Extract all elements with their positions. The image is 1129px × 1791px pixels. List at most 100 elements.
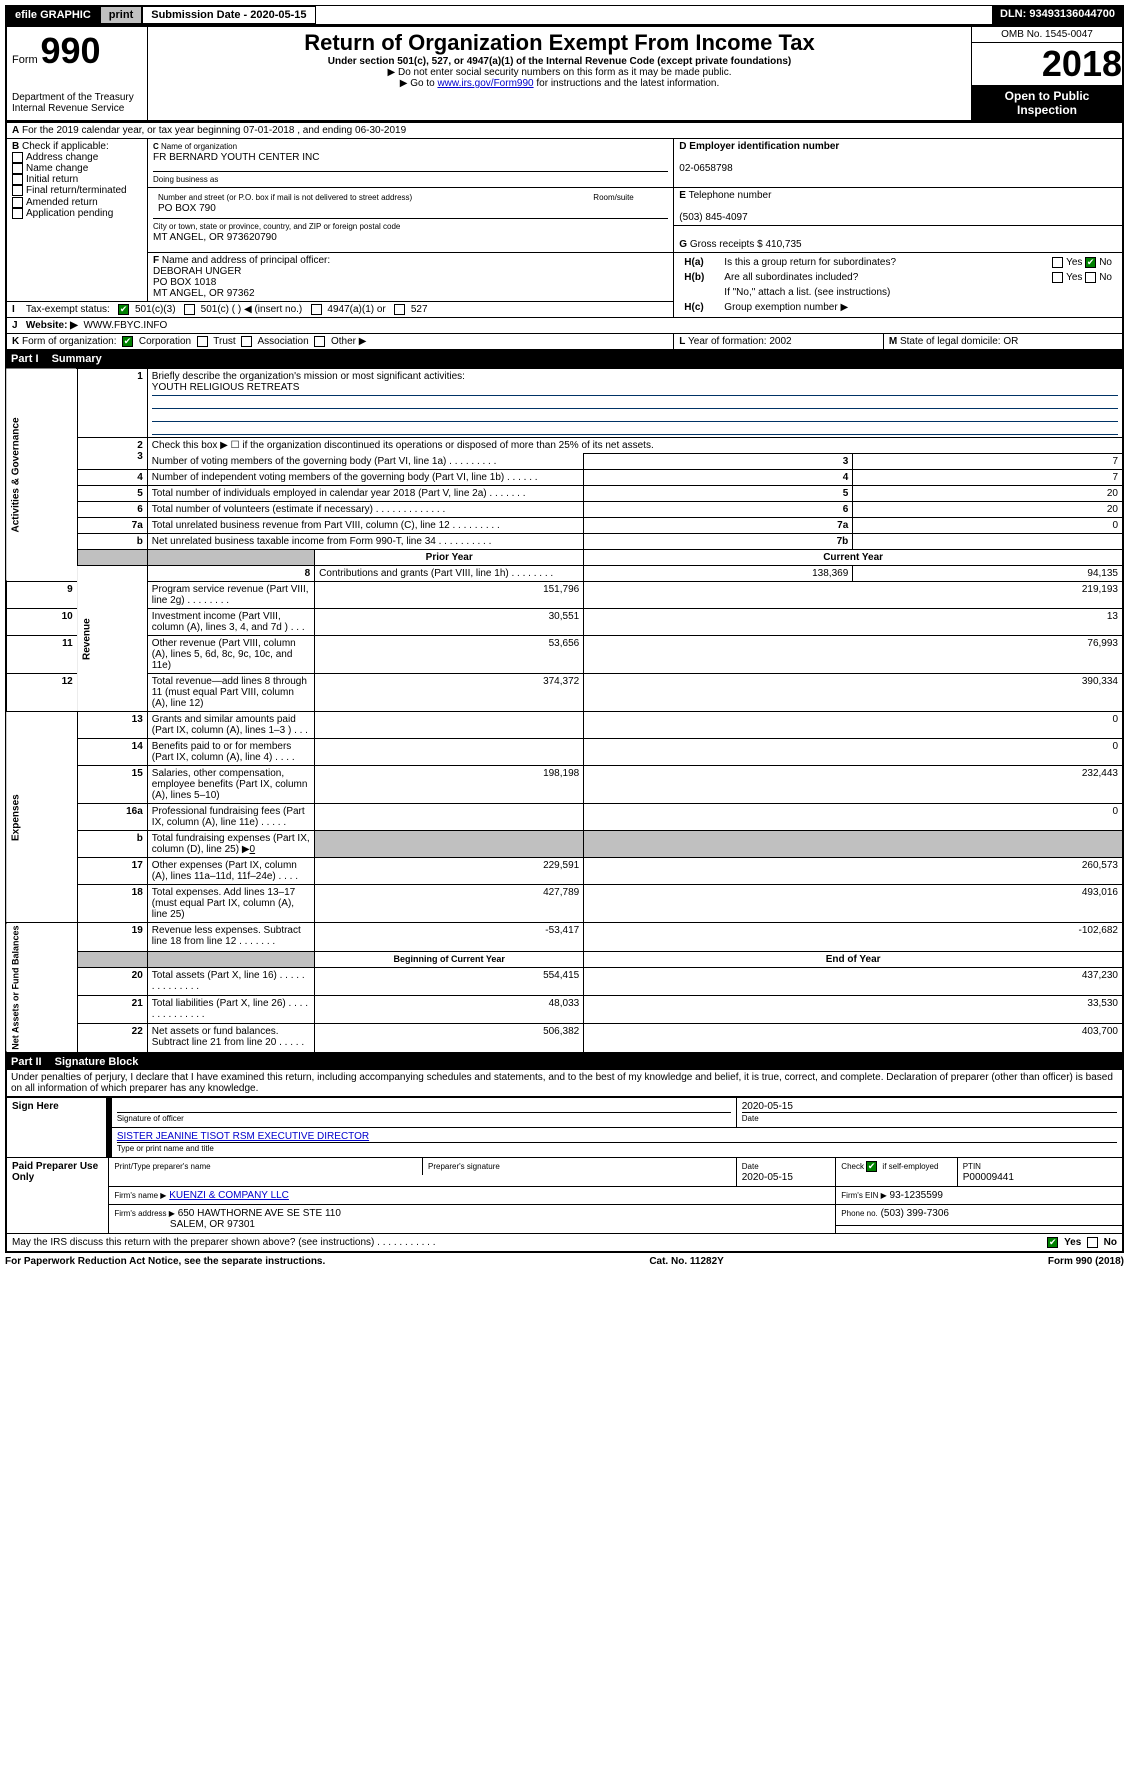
form-word: Form	[12, 54, 38, 66]
street-label: Number and street (or P.O. box if mail i…	[158, 193, 412, 202]
other-cb[interactable]	[314, 336, 325, 347]
p17: 229,591	[315, 858, 584, 885]
note2-post: for instructions and the latest informat…	[534, 78, 720, 89]
firm-name-link[interactable]: KUENZI & COMPANY LLC	[169, 1190, 289, 1201]
v3: 7	[853, 454, 1123, 470]
street-value: PO BOX 790	[158, 203, 216, 214]
corp-cb[interactable]	[122, 336, 133, 347]
amended-cb[interactable]	[12, 197, 23, 208]
p16a	[315, 804, 584, 831]
c11: 76,993	[584, 636, 1123, 674]
self-employed: Check if self-employed	[841, 1161, 938, 1172]
addr-change-cb[interactable]	[12, 152, 23, 163]
ha-no-cb[interactable]	[1085, 257, 1096, 268]
c16a: 0	[584, 804, 1123, 831]
firm-phone-label: Phone no.	[841, 1209, 877, 1218]
tax-status-label: Tax-exempt status:	[26, 304, 110, 315]
p14	[315, 739, 584, 766]
line-num: 6	[77, 502, 147, 518]
line-num: 18	[77, 885, 147, 923]
sig-officer-label: Signature of officer	[117, 1114, 184, 1123]
discuss-label: May the IRS discuss this return with the…	[12, 1237, 436, 1248]
c10: 13	[584, 609, 1123, 636]
spacer	[147, 951, 314, 968]
sign-here-label: Sign Here	[6, 1097, 109, 1158]
l17-label: Other expenses (Part IX, column (A), lin…	[152, 860, 298, 882]
trust-cb[interactable]	[197, 336, 208, 347]
501c-cb[interactable]	[184, 304, 195, 315]
no-label: No	[1104, 1237, 1117, 1248]
l8-label: Contributions and grants (Part VIII, lin…	[319, 568, 553, 579]
l16a-label: Professional fundraising fees (Part IX, …	[152, 806, 305, 828]
ein-label: Employer identification number	[689, 141, 839, 152]
top-bar: efile GRAPHIC print Submission Date - 20…	[5, 5, 1124, 25]
note2-pre: ▶ Go to	[400, 78, 438, 89]
gray-cell	[584, 831, 1123, 858]
box-num: 4	[584, 470, 853, 486]
initial-cb[interactable]	[12, 174, 23, 185]
line-num: 12	[6, 674, 77, 712]
footer-right: Form 990 (2018)	[1048, 1256, 1124, 1267]
dln-label: DLN: 93493136044700	[992, 6, 1123, 24]
l9-label: Program service revenue (Part VIII, line…	[152, 584, 309, 606]
p19: -53,417	[315, 923, 584, 951]
footer: For Paperwork Reduction Act Notice, see …	[5, 1253, 1124, 1270]
assoc-label: Association	[258, 336, 309, 347]
assoc-cb[interactable]	[241, 336, 252, 347]
line-num: b	[77, 831, 147, 858]
initial-label: Initial return	[26, 174, 78, 185]
hb-no-cb[interactable]	[1085, 272, 1096, 283]
501c3-cb[interactable]	[118, 304, 129, 315]
discuss-yes-cb[interactable]	[1047, 1237, 1058, 1248]
signature-block: Sign Here Signature of officer 2020-05-1…	[5, 1096, 1124, 1253]
line-num: 21	[77, 996, 147, 1024]
side-activities: Activities & Governance	[6, 368, 77, 582]
p18: 427,789	[315, 885, 584, 923]
instructions-link[interactable]: www.irs.gov/Form990	[437, 78, 533, 89]
line-num: 16a	[77, 804, 147, 831]
l7b-label: Net unrelated business taxable income fr…	[152, 536, 492, 547]
box-num: 7b	[584, 534, 853, 550]
app-pending-cb[interactable]	[12, 208, 23, 219]
discuss-no-cb[interactable]	[1087, 1237, 1098, 1248]
527-label: 527	[411, 304, 428, 315]
l19-label: Revenue less expenses. Subtract line 18 …	[152, 925, 301, 947]
sig-date: 2020-05-15	[742, 1101, 793, 1112]
gross-label: Gross receipts $	[690, 239, 763, 250]
line-num: 10	[6, 609, 77, 636]
self-emp-cb[interactable]	[866, 1161, 877, 1172]
c14: 0	[584, 739, 1123, 766]
side-expenses: Expenses	[6, 712, 77, 923]
line-num: 5	[77, 486, 147, 502]
amended-label: Amended return	[26, 197, 98, 208]
part1-header: Part I Summary	[5, 351, 1124, 367]
begin-head: Beginning of Current Year	[315, 951, 584, 968]
p12: 374,372	[315, 674, 584, 712]
part1-title: Summary	[52, 353, 102, 365]
tax-year: 2018	[972, 43, 1122, 85]
line-num: 7a	[77, 518, 147, 534]
part2-label: Part II	[11, 1056, 42, 1068]
527-cb[interactable]	[394, 304, 405, 315]
officer-name-link[interactable]: SISTER JEANINE TISOT RSM EXECUTIVE DIREC…	[117, 1131, 369, 1142]
l22-label: Net assets or fund balances. Subtract li…	[152, 1026, 304, 1048]
footer-mid: Cat. No. 11282Y	[649, 1256, 723, 1267]
line-num: 19	[77, 923, 147, 951]
ha-yes-cb[interactable]	[1052, 257, 1063, 268]
l2-label: Check this box ▶ ☐ if the organization d…	[152, 440, 654, 451]
box-num: 5	[584, 486, 853, 502]
final-cb[interactable]	[12, 185, 23, 196]
501c3-label: 501(c)(3)	[135, 304, 176, 315]
print-button[interactable]: print	[100, 6, 142, 24]
dept-label: Department of the Treasury Internal Reve…	[12, 92, 142, 114]
submission-date: Submission Date - 2020-05-15	[142, 6, 315, 24]
line-num: 22	[77, 1024, 147, 1053]
4947-cb[interactable]	[311, 304, 322, 315]
line-num: 11	[6, 636, 77, 674]
name-change-cb[interactable]	[12, 163, 23, 174]
website-value: WWW.FBYC.INFO	[83, 320, 167, 331]
l7a-label: Total unrelated business revenue from Pa…	[152, 520, 500, 531]
line-num: 1	[77, 368, 147, 438]
spacer	[147, 550, 314, 566]
hb-yes-cb[interactable]	[1052, 272, 1063, 283]
